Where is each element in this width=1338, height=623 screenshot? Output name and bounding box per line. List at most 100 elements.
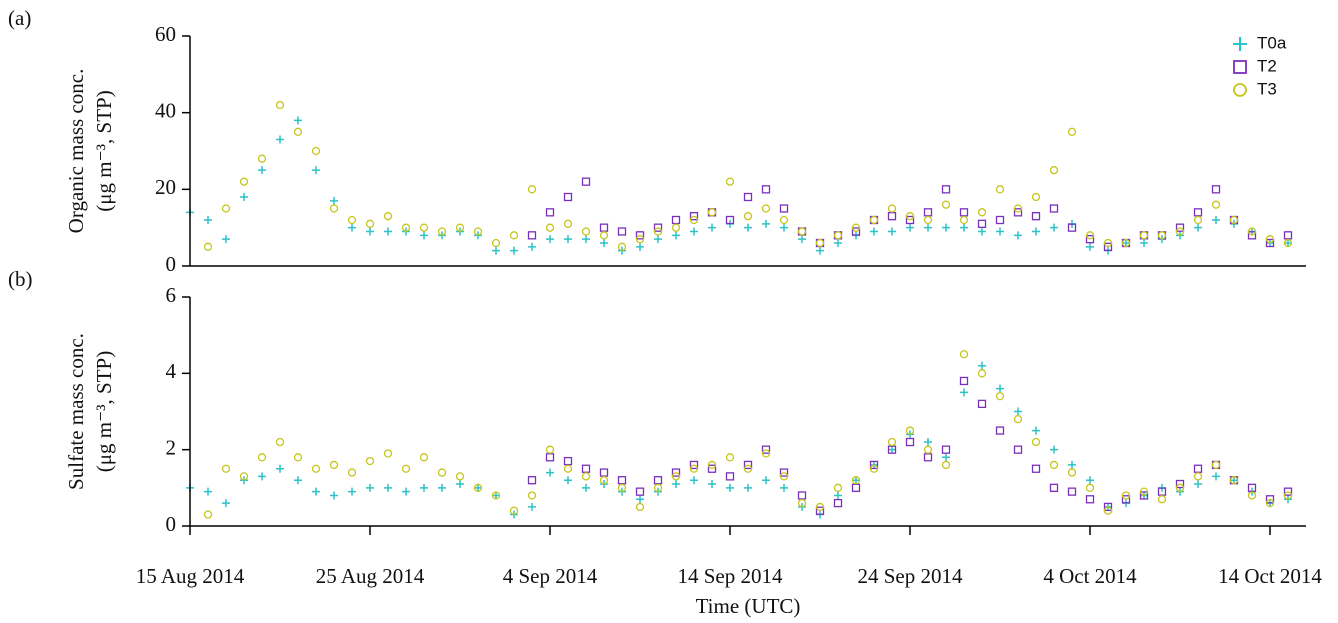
point bbox=[365, 219, 375, 228]
point bbox=[851, 483, 861, 492]
point bbox=[563, 464, 573, 473]
point bbox=[1212, 216, 1220, 224]
point bbox=[293, 453, 303, 462]
point bbox=[294, 116, 302, 125]
point bbox=[564, 235, 572, 244]
point bbox=[581, 464, 591, 473]
point bbox=[383, 449, 393, 458]
legend-label: T3 bbox=[1257, 79, 1277, 98]
point bbox=[258, 166, 266, 175]
point bbox=[870, 227, 878, 236]
point bbox=[1067, 223, 1077, 232]
point bbox=[959, 215, 969, 225]
point bbox=[779, 472, 789, 481]
point bbox=[1157, 231, 1167, 240]
point bbox=[1050, 223, 1058, 232]
point bbox=[545, 208, 555, 217]
point bbox=[239, 177, 249, 186]
point bbox=[689, 460, 699, 470]
point bbox=[977, 369, 987, 378]
point bbox=[1283, 231, 1293, 240]
point bbox=[978, 361, 986, 370]
point bbox=[366, 483, 374, 492]
point bbox=[905, 426, 915, 435]
point bbox=[852, 476, 860, 485]
point bbox=[545, 453, 555, 462]
point bbox=[1193, 464, 1203, 473]
point bbox=[1193, 472, 1203, 481]
point bbox=[1086, 242, 1094, 251]
point bbox=[924, 438, 932, 447]
legend-item: T2 bbox=[1233, 56, 1277, 75]
point bbox=[329, 204, 339, 213]
point bbox=[833, 231, 843, 240]
point bbox=[222, 499, 230, 508]
point bbox=[689, 212, 699, 221]
point bbox=[1265, 498, 1275, 508]
point bbox=[797, 491, 807, 500]
point bbox=[725, 177, 735, 186]
point bbox=[815, 238, 825, 248]
point bbox=[527, 476, 537, 485]
point bbox=[420, 231, 428, 240]
point bbox=[942, 223, 950, 232]
point bbox=[761, 445, 771, 454]
point bbox=[995, 215, 1005, 225]
point bbox=[1211, 185, 1221, 194]
point bbox=[221, 204, 231, 213]
legend-marker bbox=[1233, 37, 1247, 51]
point bbox=[834, 491, 842, 500]
x-tick-label: 15 Aug 2014 bbox=[136, 564, 245, 588]
point bbox=[348, 487, 356, 496]
point bbox=[1211, 200, 1221, 209]
point bbox=[906, 223, 914, 232]
point bbox=[851, 476, 861, 485]
x-tick-label: 24 Sep 2014 bbox=[858, 564, 964, 588]
point bbox=[1085, 495, 1095, 504]
point bbox=[797, 227, 807, 236]
point bbox=[293, 127, 303, 136]
y-axis-label: (μg m⁻³, STP) bbox=[92, 90, 116, 211]
point bbox=[528, 502, 536, 511]
point bbox=[762, 476, 770, 485]
point bbox=[527, 491, 537, 500]
point bbox=[366, 227, 374, 236]
point bbox=[384, 483, 392, 492]
point bbox=[1175, 223, 1185, 232]
point bbox=[527, 231, 537, 240]
point bbox=[1049, 483, 1059, 492]
point bbox=[1013, 445, 1023, 454]
point bbox=[708, 223, 716, 232]
point bbox=[258, 472, 266, 481]
point bbox=[726, 483, 734, 492]
point bbox=[275, 100, 285, 110]
point bbox=[689, 464, 699, 473]
y-axis-label: (μg m⁻³, STP) bbox=[92, 351, 116, 472]
point bbox=[743, 460, 753, 470]
x-tick-label: 14 Oct 2014 bbox=[1218, 564, 1322, 588]
point bbox=[1103, 238, 1113, 248]
point bbox=[401, 464, 411, 473]
point bbox=[851, 223, 861, 232]
point bbox=[996, 227, 1004, 236]
point bbox=[798, 235, 806, 244]
point bbox=[780, 223, 788, 232]
point bbox=[563, 219, 573, 228]
point bbox=[1121, 491, 1131, 500]
point bbox=[924, 223, 932, 232]
point bbox=[509, 231, 519, 240]
point bbox=[1049, 460, 1059, 470]
point bbox=[204, 487, 212, 496]
point bbox=[653, 223, 663, 232]
point bbox=[1103, 506, 1113, 515]
point bbox=[311, 464, 321, 473]
point bbox=[545, 223, 555, 232]
point bbox=[780, 483, 788, 492]
point bbox=[725, 472, 735, 481]
point bbox=[1212, 472, 1220, 481]
point bbox=[581, 472, 591, 481]
legend-item: T0a bbox=[1233, 33, 1287, 52]
point bbox=[617, 476, 627, 485]
point bbox=[779, 215, 789, 225]
